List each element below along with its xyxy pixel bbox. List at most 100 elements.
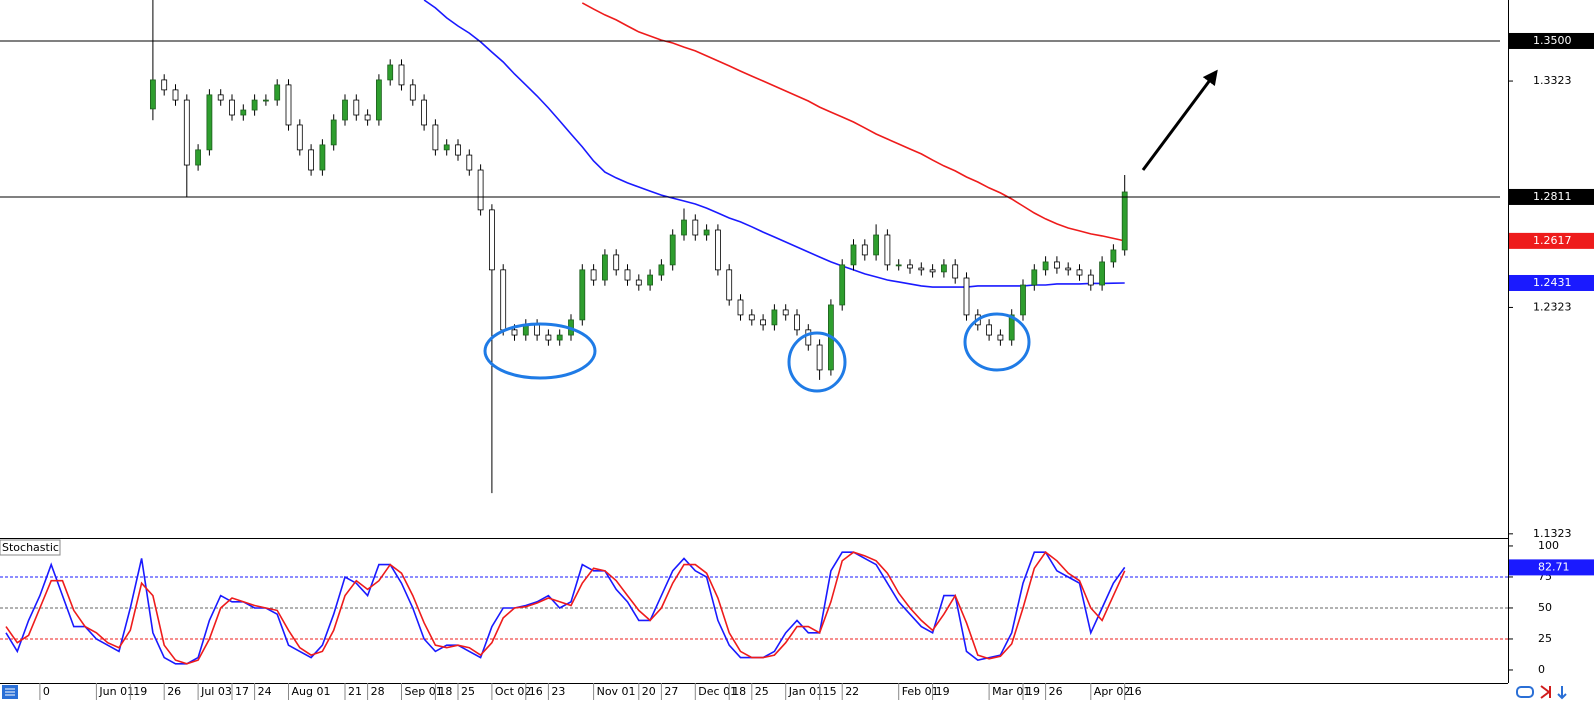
candle-body xyxy=(500,269,507,331)
candle-body xyxy=(443,144,450,151)
x-tick-label: 19 xyxy=(1026,685,1040,698)
x-tick-label: 19 xyxy=(133,685,147,698)
candle-body xyxy=(387,64,394,81)
candle-body xyxy=(760,319,766,326)
candle-body xyxy=(1099,261,1105,286)
price-label: 1.2811 xyxy=(1533,190,1572,203)
candle-body xyxy=(172,89,179,101)
candle-body xyxy=(703,229,710,236)
x-tick-label: Jul 03 xyxy=(200,685,232,698)
candle-body xyxy=(375,79,382,121)
y-tick-label: 50 xyxy=(1538,601,1552,614)
x-tick-label: Sep 01 xyxy=(405,685,443,698)
ma-label: 1.2431 xyxy=(1533,276,1572,289)
scroll-end-icon[interactable] xyxy=(1540,685,1551,699)
candle-body xyxy=(681,219,687,236)
candle-body xyxy=(941,264,947,273)
candle-body xyxy=(229,99,235,116)
candle-body xyxy=(353,99,360,116)
candle-body xyxy=(1020,284,1026,316)
indicator-line xyxy=(5,551,1126,665)
indicator-line xyxy=(5,551,1126,665)
candle-body xyxy=(421,99,428,126)
link-icon[interactable] xyxy=(1516,686,1534,698)
candle-body xyxy=(602,254,608,281)
x-tick-label: 25 xyxy=(755,685,769,698)
shift-icon[interactable] xyxy=(1557,686,1567,700)
indicator-line xyxy=(423,0,1125,288)
candle-body xyxy=(715,229,721,271)
candle-body xyxy=(771,309,778,326)
x-tick-label: 19 xyxy=(936,685,950,698)
candle-body xyxy=(296,124,303,151)
candle-body xyxy=(556,334,563,341)
highlight-ellipse xyxy=(963,312,1031,372)
x-tick-label: 24 xyxy=(258,685,272,698)
y-tick-label: 1.2323 xyxy=(1533,300,1572,313)
y-tick-label: 1.3323 xyxy=(1533,74,1572,87)
x-tick-label: 16 xyxy=(529,685,543,698)
candle-body xyxy=(161,79,168,91)
ma-label: 1.2617 xyxy=(1533,234,1572,247)
x-tick-label: 15 xyxy=(823,685,837,698)
candle-body xyxy=(1087,274,1094,286)
candle-body xyxy=(364,114,371,121)
candle-body xyxy=(455,144,461,156)
x-tick-label: Aug 01 xyxy=(292,685,331,698)
candle-body xyxy=(873,234,879,256)
x-tick-label: 27 xyxy=(664,685,678,698)
candle-body xyxy=(274,84,281,101)
x-tick-label: 23 xyxy=(551,685,565,698)
toolbar-icons xyxy=(2,685,1567,700)
candle-body xyxy=(658,264,665,276)
x-tick-label: 17 xyxy=(235,685,249,698)
candle-body xyxy=(477,169,484,211)
indicator-title-box xyxy=(0,539,61,556)
x-tick-label: 26 xyxy=(1049,685,1063,698)
candle-body xyxy=(1054,261,1060,269)
candle-body xyxy=(748,314,755,321)
stochastic-panel xyxy=(0,551,1508,665)
annotations xyxy=(483,69,1218,393)
y-tick-label: 0 xyxy=(1538,663,1545,676)
candle-body xyxy=(534,324,540,336)
candle-body xyxy=(590,269,597,281)
trend-arrow xyxy=(1141,69,1218,171)
x-tick-label: 28 xyxy=(371,685,385,698)
candle-body xyxy=(997,334,1004,341)
candle-body xyxy=(285,84,292,126)
candle-body xyxy=(308,149,315,171)
candle-body xyxy=(952,264,959,279)
x-tick-label: 0 xyxy=(43,685,50,698)
x-tick-label: 22 xyxy=(845,685,859,698)
ma-label-box xyxy=(1509,232,1594,249)
candle-body xyxy=(895,264,902,267)
price-label-box xyxy=(1509,188,1594,205)
candle-body xyxy=(183,99,190,166)
candle-body xyxy=(149,79,156,110)
candle-body xyxy=(635,279,642,286)
highlight-ellipse xyxy=(483,322,597,380)
candle-body xyxy=(579,269,586,321)
candle-body xyxy=(884,234,891,266)
ma-label-box xyxy=(1509,274,1594,291)
candle-body xyxy=(816,344,823,371)
candle-body xyxy=(1031,269,1038,286)
x-tick-label: 18 xyxy=(732,685,746,698)
candle-body xyxy=(1008,314,1015,341)
candle-body xyxy=(861,244,868,256)
indicator-title: Stochastic xyxy=(2,541,59,554)
x-tick-label: 26 xyxy=(167,685,181,698)
x-tick-label: Apr 02 xyxy=(1094,685,1131,698)
candle-body xyxy=(918,267,925,271)
y-tick-label: 25 xyxy=(1538,632,1552,645)
x-tick-label: 21 xyxy=(348,685,362,698)
candle-body xyxy=(1076,269,1083,276)
candle-body xyxy=(624,269,631,281)
candle-body xyxy=(195,149,202,166)
x-tick-label: Nov 01 xyxy=(597,685,636,698)
candle-body xyxy=(726,269,733,301)
